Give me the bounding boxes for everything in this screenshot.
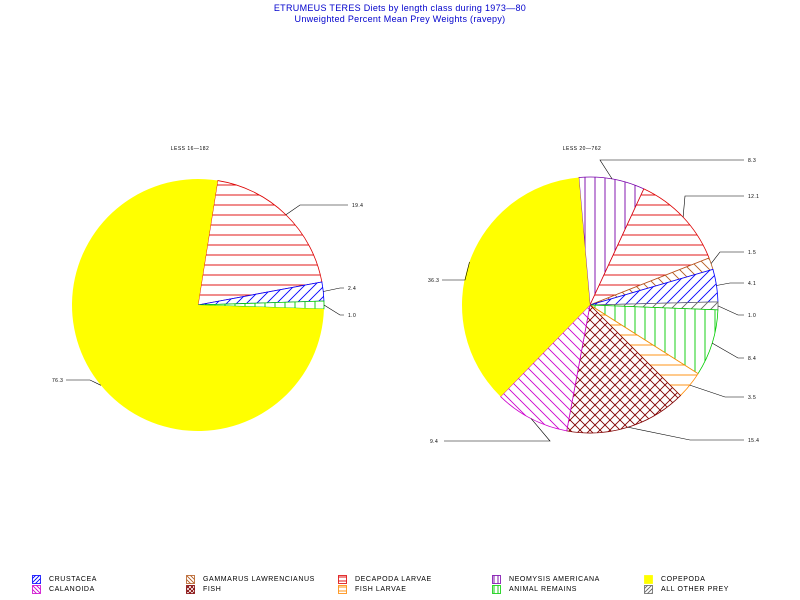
slice-label: 4.1 <box>748 281 756 287</box>
legend-label: GAMMARUS LAWRENCIANUS <box>203 576 315 583</box>
legend-label: FISH LARVAE <box>355 586 407 593</box>
slice-label: 76.3 <box>52 378 63 384</box>
legend-label: DECAPODA LARVAE <box>355 576 432 583</box>
legend-swatch <box>186 575 195 584</box>
slice-label: 12.1 <box>748 194 759 200</box>
pie-header: LESS 16—182 <box>171 146 210 152</box>
slice-label: 2.4 <box>348 286 356 292</box>
leader-line <box>323 304 344 316</box>
pie-charts: LESS 16—182 19.4 2.4 1.0 76.3 LESS 20—762 8.3 1… <box>52 146 759 445</box>
leader-line <box>323 287 344 292</box>
leader-line <box>717 305 744 316</box>
leader-line <box>66 379 102 386</box>
slice-label: 9.4 <box>430 439 438 445</box>
legend-label: CALANOIDA <box>49 586 95 593</box>
pie-slice-decapoda <box>197 180 323 306</box>
legend-swatch <box>338 575 347 584</box>
slice-label: 1.5 <box>748 250 756 256</box>
leader-line <box>442 261 470 281</box>
legend-swatch <box>644 585 653 594</box>
slice-label: 3.5 <box>748 395 756 401</box>
legend-label: CRUSTACEA <box>49 576 98 583</box>
leader-line <box>716 282 744 286</box>
leader-line <box>689 384 744 398</box>
slice-label: 36.3 <box>428 278 439 284</box>
legend-swatch <box>492 575 501 584</box>
slice-label: 1.0 <box>748 313 756 319</box>
pie-header: LESS 20—762 <box>563 146 602 152</box>
legend-label: FISH <box>203 586 222 593</box>
slice-label: 19.4 <box>352 203 363 209</box>
pie-slice-copepoda <box>461 177 590 397</box>
legend-swatch <box>492 585 501 594</box>
legend-label: NEOMYSIS AMERICANA <box>509 576 600 583</box>
leader-line <box>710 251 744 264</box>
slice-label: 8.3 <box>748 158 756 164</box>
legend-swatch <box>338 585 347 594</box>
leader-line <box>712 342 744 359</box>
legend: CRUSTACEA CALANOIDA GAMMARUS LAWRENCIANUS F… <box>0 574 800 600</box>
slice-label: 1.0 <box>348 313 356 319</box>
leader-line <box>599 159 744 180</box>
leader-line <box>682 195 744 218</box>
slice-label: 15.4 <box>748 438 759 444</box>
legend-label: ALL OTHER PREY <box>661 586 730 593</box>
legend-label: COPEPODA <box>661 576 706 583</box>
slice-label: 8.4 <box>748 356 756 362</box>
legend-swatch <box>32 575 41 584</box>
pie-slice-decapoda <box>589 188 710 306</box>
title-block: ETRUMEUS TERES Diets by length class dur… <box>0 3 800 25</box>
chart-subtitle: Unweighted Percent Mean Prey Weights (ra… <box>294 14 506 24</box>
chart-title: ETRUMEUS TERES Diets by length class dur… <box>273 3 527 13</box>
legend-label: ANIMAL REMAINS <box>509 586 578 593</box>
legend-swatch <box>32 585 41 594</box>
legend-swatch <box>186 585 195 594</box>
leader-line <box>627 426 744 441</box>
legend-swatch <box>644 575 653 584</box>
pie-slice-copepoda <box>72 178 324 431</box>
leader-line <box>285 204 348 215</box>
leader-line <box>444 418 551 442</box>
